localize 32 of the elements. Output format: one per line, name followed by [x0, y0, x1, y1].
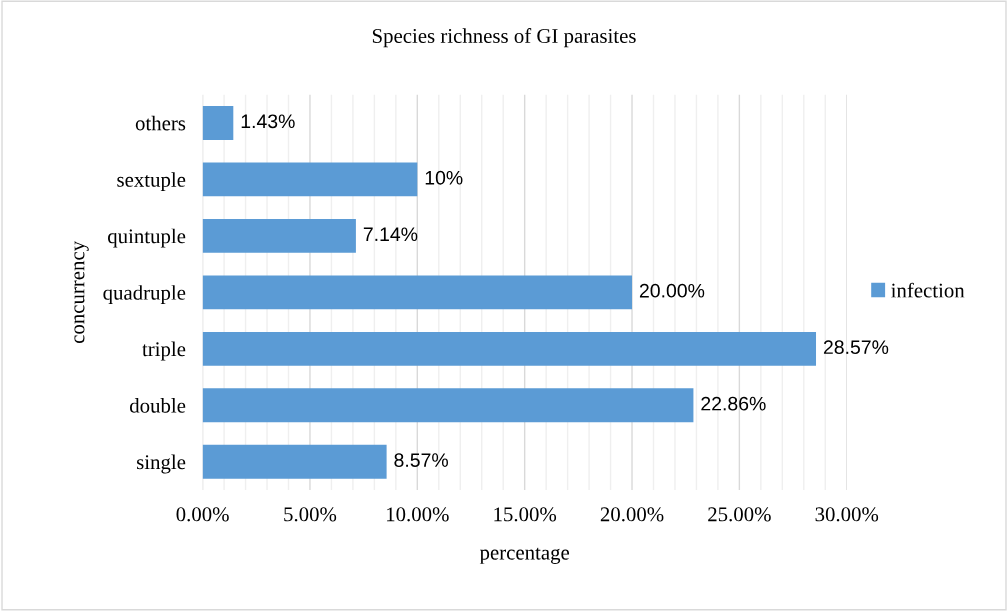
bar — [202, 275, 633, 310]
bar — [202, 106, 234, 140]
bar — [202, 162, 418, 197]
y-tick-label: triple — [142, 341, 186, 361]
x-tick-label: 0.00% — [176, 507, 229, 522]
bar — [202, 331, 817, 366]
bar — [202, 388, 694, 423]
x-tick-label: 10.00% — [387, 507, 449, 522]
x-tick-label: 5.00% — [284, 507, 337, 522]
x-tick-label: 30.00% — [815, 507, 879, 522]
data-label: 7.14% — [363, 227, 418, 242]
x-tick-label: 15.00% — [494, 507, 557, 522]
x-axis-title: percentage — [479, 547, 570, 564]
y-axis-title: concurrency — [74, 240, 89, 344]
data-label: 20.00% — [639, 283, 705, 298]
x-tick-label: 25.00% — [708, 507, 771, 522]
y-tick-label: single — [137, 454, 186, 474]
data-label: 28.57% — [823, 340, 889, 355]
y-tick-label: sextuple — [117, 172, 186, 192]
data-label: 10% — [425, 170, 463, 185]
chart-title: Species richness of GI parasites — [372, 28, 636, 48]
data-label: 8.57% — [394, 453, 448, 467]
bar — [202, 218, 356, 253]
x-tick-label: 20.00% — [600, 507, 664, 522]
data-label: 22.86% — [701, 396, 766, 411]
y-tick-label: double — [129, 398, 186, 413]
bar — [202, 444, 387, 479]
y-tick-label: quintuple — [108, 228, 186, 248]
y-tick-label: quadruple — [103, 285, 186, 305]
data-label: 1.43% — [241, 114, 295, 129]
y-tick-label: others — [135, 115, 186, 131]
legend-label: infection — [891, 282, 965, 298]
